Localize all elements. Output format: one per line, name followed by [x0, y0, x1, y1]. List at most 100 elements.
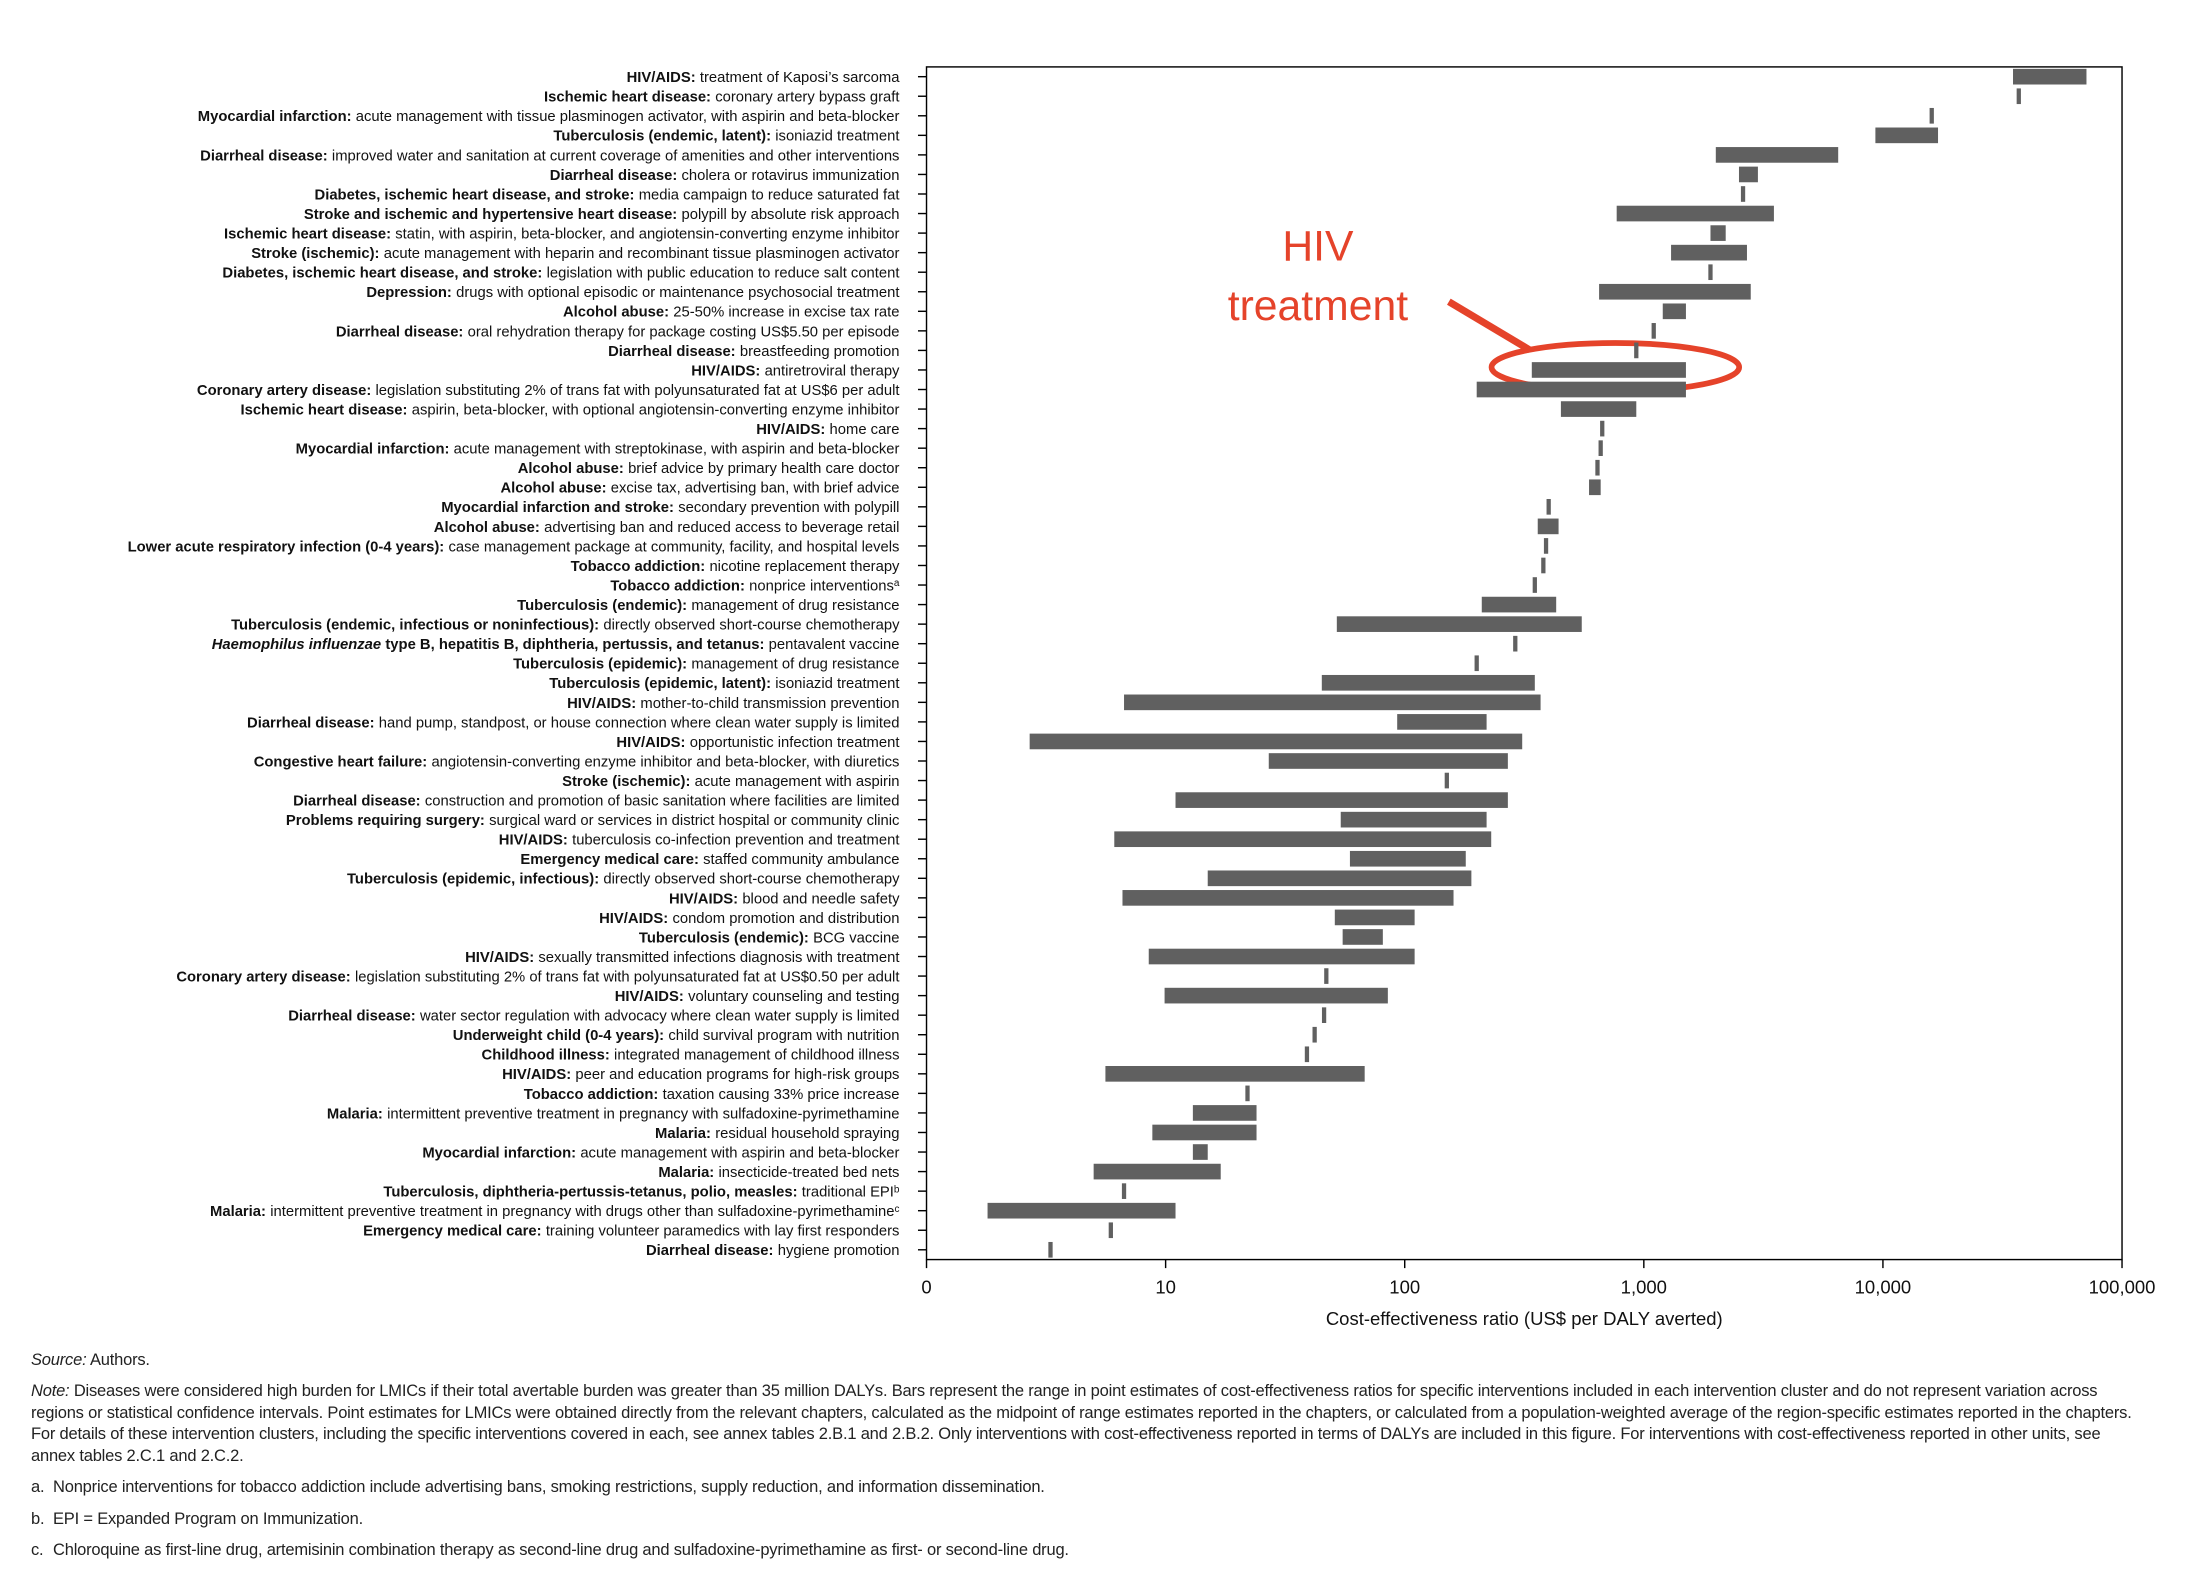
category-intervention: nicotine replacement therapy — [709, 559, 900, 575]
bar — [1710, 225, 1726, 241]
category-label: Tuberculosis, diphtheria-pertussis-tetan… — [383, 1184, 900, 1200]
category-label: Emergency medical care: training voluntee… — [363, 1224, 899, 1240]
category-label: Tuberculosis (endemic, infectious or non… — [231, 618, 900, 634]
bar — [1321, 674, 1535, 691]
bar — [1324, 968, 1329, 984]
category-intervention: construction and promotion of basic sani… — [425, 794, 900, 810]
category-disease: Emergency medical care: — [520, 852, 698, 868]
category-disease: Stroke (ischemic): — [562, 774, 690, 790]
category-disease: Emergency medical care: — [363, 1224, 541, 1240]
footnote-text: Chloroquine as first-line drug, artemisi… — [53, 1541, 1069, 1560]
category-disease: Myocardial infarction and stroke: — [441, 500, 674, 516]
category-intervention: oral rehydration therapy for package cos… — [468, 324, 900, 340]
category-intervention: acute management with streptokinase, wit… — [454, 442, 900, 458]
bar — [1114, 831, 1492, 848]
category-disease: Tuberculosis (endemic, infectious or non… — [231, 618, 599, 634]
category-label: Haemophilus influenzae type B, hepatitis … — [212, 637, 900, 653]
category-disease: Myocardial infarction: — [296, 442, 450, 458]
category-intervention: acute management with aspirin and beta-b… — [580, 1145, 899, 1161]
footnote-text: Nonprice interventions for tobacco addic… — [53, 1478, 1045, 1497]
bar — [1738, 166, 1758, 183]
x-tick-label: 100,000 — [2089, 1277, 2156, 1298]
bar — [1740, 186, 1746, 202]
category-disease: Stroke and ischemic and hypertensive hea… — [304, 207, 677, 223]
footnote-marker: c. — [31, 1541, 44, 1560]
category-label: HIV/AIDS: tuberculosis co-infection preve… — [499, 833, 900, 849]
category-intervention: angiotensin-converting enzyme inhibitor … — [431, 754, 899, 770]
annotation-text: HIV — [1282, 222, 1354, 270]
category-label: Diarrheal disease: oral rehydration thera… — [336, 324, 900, 340]
category-intervention: coronary artery bypass graft — [715, 90, 899, 106]
bar — [1595, 459, 1600, 476]
category-disease: Depression: — [366, 285, 452, 301]
bar — [987, 1202, 1176, 1219]
category-disease: Diarrheal disease: — [336, 324, 464, 340]
bar — [1444, 772, 1449, 789]
category-intervention: cholera or rotavirus immunization — [682, 168, 900, 184]
category-label: Alcohol abuse: advertising ban and reduce… — [434, 520, 900, 536]
annotation-text: treatment — [1228, 282, 1408, 330]
category-disease: Diabetes, ischemic heart disease, and st… — [222, 266, 542, 282]
category-intervention: sexually transmitted infections diagnosi… — [538, 950, 899, 966]
bar — [1537, 518, 1559, 535]
bar — [1598, 440, 1603, 456]
bar — [1245, 1085, 1250, 1102]
category-label: Alcohol abuse: excise tax, advertising ba… — [500, 481, 899, 497]
category-disease-italic: Haemophilus influenzae — [212, 637, 381, 653]
bar — [1600, 420, 1605, 437]
note-label: Note: — [31, 1382, 70, 1401]
category-intervention: acute management with tissue plasminogen… — [356, 109, 900, 125]
category-label: Emergency medical care: staffed community… — [520, 852, 899, 868]
category-intervention: breastfeeding promotion — [740, 344, 900, 360]
category-intervention: taxation causing 33% price increase — [663, 1087, 900, 1103]
category-footnote-marker: b — [894, 1184, 900, 1195]
category-disease: Myocardial infarction: — [422, 1145, 576, 1161]
category-label: HIV/AIDS: home care — [756, 422, 899, 438]
category-label: HIV/AIDS: condom promotion and distributi… — [599, 911, 899, 927]
category-disease: HIV/AIDS: — [615, 989, 684, 1005]
bar — [1336, 616, 1582, 632]
bar — [1532, 577, 1537, 593]
category-intervention: opportunistic infection treatment — [690, 735, 900, 751]
bar — [1715, 147, 1839, 163]
category-label: Tuberculosis (endemic, latent): isoniazid… — [553, 129, 899, 145]
category-intervention: peer and education programs for high-ris… — [575, 1067, 899, 1083]
category-disease: Diarrheal disease: — [200, 148, 328, 164]
category-disease: HIV/AIDS: — [616, 735, 685, 751]
bar — [1342, 929, 1383, 945]
bar — [1340, 811, 1487, 828]
category-intervention: home care — [830, 422, 900, 438]
bar — [1312, 1026, 1317, 1043]
category-disease: Diarrheal disease: — [293, 794, 421, 810]
category-disease: Coronary artery disease: — [197, 383, 371, 399]
bar — [1093, 1163, 1221, 1180]
bar — [1589, 479, 1601, 496]
category-intervention: hand pump, standpost, or house connectio… — [379, 715, 900, 731]
category-label: HIV/AIDS: opportunistic infection treatme… — [616, 735, 899, 751]
source-text: Authors. — [89, 1351, 150, 1369]
category-intervention: traditional EPI — [802, 1185, 894, 1201]
category-disease: HIV/AIDS: — [567, 696, 636, 712]
category-label: Myocardial infarction: acute management w… — [296, 442, 900, 458]
bar — [1164, 987, 1388, 1004]
category-label: Malaria: intermittent preventive treatmen… — [210, 1204, 899, 1220]
bar — [1474, 655, 1479, 672]
category-intervention: BCG vaccine — [813, 930, 899, 946]
category-label: HIV/AIDS: mother-to-child transmission pr… — [567, 696, 899, 712]
category-disease: Diarrheal disease: — [608, 344, 735, 360]
annotation: HIV treatment — [1228, 222, 1743, 395]
category-intervention: training volunteer paramedics with lay f… — [546, 1224, 900, 1240]
chart: Cost-effectiveness ratio (US$ per DALY a… — [128, 66, 2156, 1329]
category-intervention: drugs with optional episodic or maintena… — [456, 285, 899, 301]
category-label: Diarrheal disease: cholera or rotavirus i… — [550, 168, 900, 184]
category-label: Underweight child (0-4 years): child surv… — [453, 1028, 900, 1044]
category-intervention: nonprice interventions — [749, 578, 894, 594]
category-disease: Tuberculosis (epidemic, infectious): — [347, 872, 599, 888]
bar — [1121, 1183, 1127, 1199]
bar — [1546, 498, 1551, 515]
category-label: Coronary artery disease: legislation subs… — [176, 969, 899, 985]
bar — [1321, 1007, 1327, 1024]
category-intervention: hygiene promotion — [778, 1243, 900, 1259]
category-disease: Tuberculosis (endemic): — [517, 598, 687, 614]
category-disease: Diarrheal disease: — [646, 1243, 774, 1259]
